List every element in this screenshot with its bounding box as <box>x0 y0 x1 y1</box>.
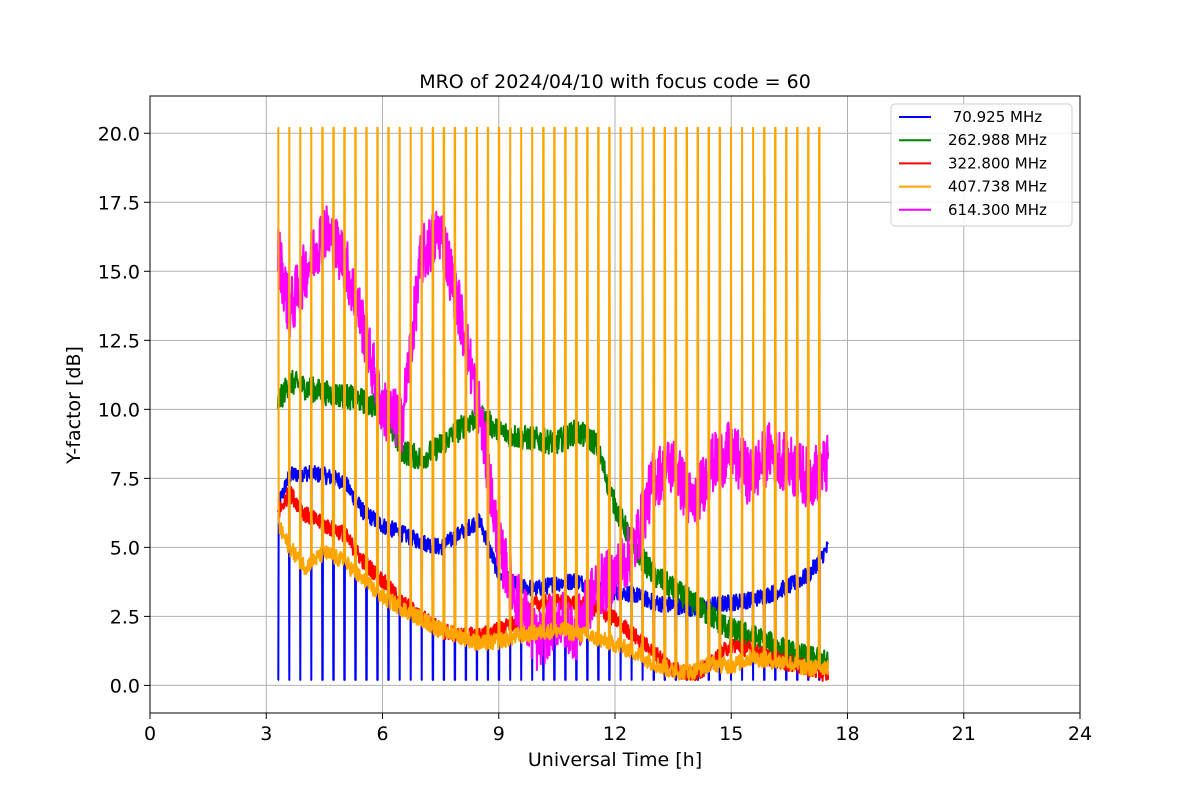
legend-label: 262.988 MHz <box>948 131 1047 149</box>
x-tick-label: 6 <box>376 723 388 745</box>
legend: 70.925 MHz 262.988 MHz 322.800 MHz 407.738 … <box>890 103 1073 227</box>
series-layer <box>276 126 830 682</box>
x-tick-label: 15 <box>719 723 743 745</box>
x-axis: 0 3 6 9 12 15 18 21 24 <box>144 713 1092 745</box>
y-tick-label: 12.5 <box>98 330 140 352</box>
y-tick-label: 5.0 <box>110 537 140 559</box>
x-tick-label: 12 <box>603 723 627 745</box>
x-tick-label: 3 <box>260 723 272 745</box>
legend-box <box>890 103 1073 227</box>
x-tick-label: 9 <box>493 723 505 745</box>
y-tick-label: 17.5 <box>98 192 140 214</box>
y-tick-label: 10.0 <box>98 399 140 421</box>
y-axis-title: Y-factor [dB] <box>63 346 85 465</box>
x-tick-label: 24 <box>1068 723 1092 745</box>
series-line <box>277 126 830 681</box>
x-axis-title: Universal Time [h] <box>528 749 702 771</box>
legend-label: 322.800 MHz <box>948 154 1047 172</box>
y-tick-label: 0.0 <box>110 675 140 697</box>
legend-label: 407.738 MHz <box>948 178 1047 196</box>
legend-label: 614.300 MHz <box>948 201 1047 219</box>
x-tick-label: 0 <box>144 723 156 745</box>
x-tick-label: 18 <box>835 723 859 745</box>
y-tick-label: 2.5 <box>110 606 140 628</box>
chart-title: MRO of 2024/04/10 with focus code = 60 <box>419 71 811 93</box>
legend-label: 70.925 MHz <box>948 108 1042 126</box>
x-tick-label: 21 <box>952 723 976 745</box>
y-tick-label: 7.5 <box>110 468 140 490</box>
y-tick-label: 20.0 <box>98 123 140 145</box>
y-axis: 0.0 2.5 5.0 7.5 10.0 12.5 15.0 17.5 20.0 <box>98 123 150 697</box>
y-tick-label: 15.0 <box>98 261 140 283</box>
